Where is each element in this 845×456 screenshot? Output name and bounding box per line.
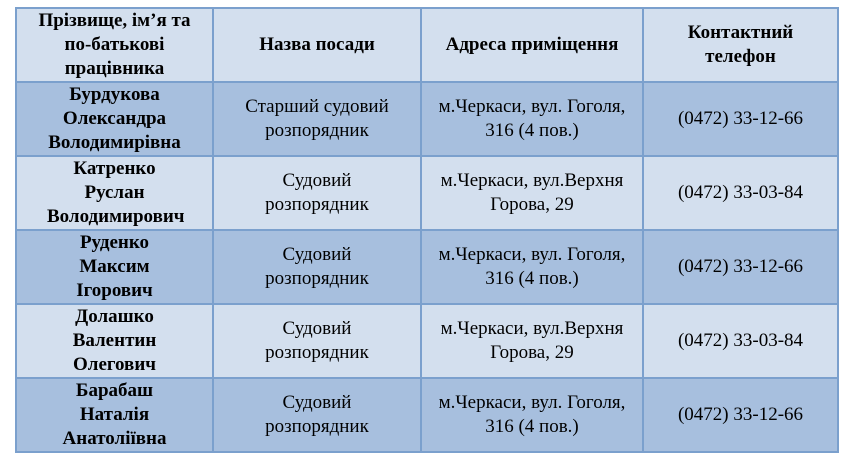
header-address: Адреса приміщення [420, 7, 644, 83]
staff-table: Прізвище, ім’я та по-батькові працівника… [15, 7, 839, 453]
cell-position: Судовий розпорядник [212, 229, 422, 305]
cell-address: м.Черкаси, вул. Гоголя, 316 (4 пов.) [420, 81, 644, 157]
cell-address: м.Черкаси, вул.Верхня Горова, 29 [420, 303, 644, 379]
table-row: Руденко Максим Ігорович Судовий розпорядн… [15, 229, 839, 305]
cell-position: Судовий розпорядник [212, 303, 422, 379]
cell-name: Бурдукова Олександра Володимирівна [15, 81, 214, 157]
header-phone: Контактний телефон [642, 7, 839, 83]
cell-phone: (0472) 33-12-66 [642, 81, 839, 157]
cell-name: Руденко Максим Ігорович [15, 229, 214, 305]
cell-phone: (0472) 33-03-84 [642, 303, 839, 379]
cell-address: м.Черкаси, вул. Гоголя, 316 (4 пов.) [420, 377, 644, 453]
cell-name: Барабаш Наталія Анатоліївна [15, 377, 214, 453]
table-row: Долашко Валентин Олегович Судовий розпоря… [15, 303, 839, 379]
header-row: Прізвище, ім’я та по-батькові працівника… [15, 7, 839, 83]
cell-address: м.Черкаси, вул. Гоголя, 316 (4 пов.) [420, 229, 644, 305]
cell-name: Долашко Валентин Олегович [15, 303, 214, 379]
cell-phone: (0472) 33-03-84 [642, 155, 839, 231]
table-row: Бурдукова Олександра Володимирівна Старши… [15, 81, 839, 157]
table-row: Барабаш Наталія Анатоліївна Судовий розпо… [15, 377, 839, 453]
header-position: Назва посади [212, 7, 422, 83]
cell-position: Судовий розпорядник [212, 377, 422, 453]
cell-name: Катренко Руслан Володимирович [15, 155, 214, 231]
cell-address: м.Черкаси, вул.Верхня Горова, 29 [420, 155, 644, 231]
cell-position: Судовий розпорядник [212, 155, 422, 231]
header-name: Прізвище, ім’я та по-батькові працівника [15, 7, 214, 83]
cell-phone: (0472) 33-12-66 [642, 229, 839, 305]
cell-position: Старший судовий розпорядник [212, 81, 422, 157]
table-row: Катренко Руслан Володимирович Судовий роз… [15, 155, 839, 231]
cell-phone: (0472) 33-12-66 [642, 377, 839, 453]
